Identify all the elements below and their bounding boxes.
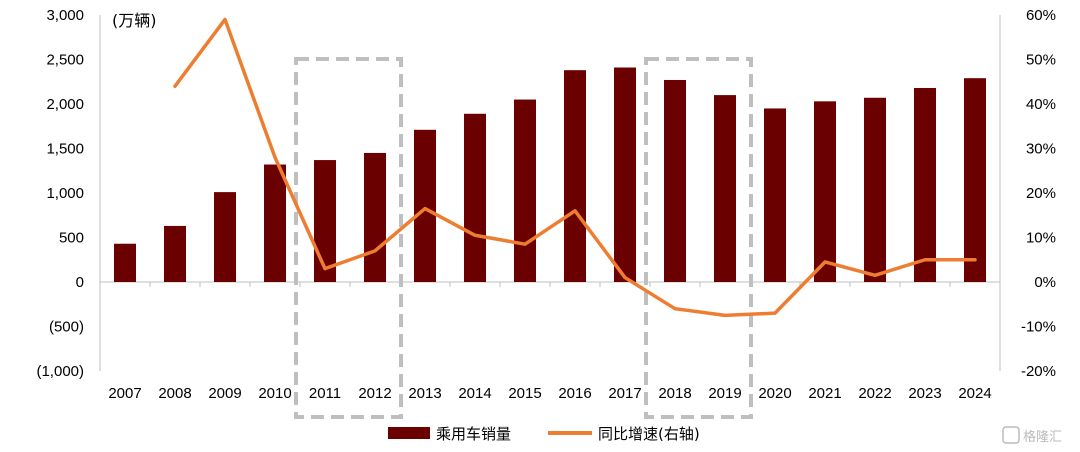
bar-2016 [564, 70, 586, 283]
growth-point-2008 [173, 84, 177, 88]
left-tick-label: 500 [59, 230, 84, 247]
right-tick-label: 40% [1026, 96, 1056, 113]
legend-line-label: 同比增速(右轴) [598, 425, 700, 443]
growth-point-2012 [373, 249, 377, 253]
right-tick-label: 0% [1034, 274, 1056, 291]
tick-labels: (1,000) (500) 0 500 1,000 1,500 2,000 2,500 3,00… [36, 7, 1056, 402]
bar-2022 [864, 97, 886, 283]
left-tick-label: 2,000 [46, 96, 84, 113]
bar-2014 [464, 113, 486, 282]
x-tick-label-2008: 2008 [158, 385, 191, 402]
legend: 乘用车销量 同比增速(右轴) [388, 425, 700, 443]
x-tick-label-2017: 2017 [608, 385, 641, 402]
bar-2023 [914, 87, 936, 282]
watermark-logo-icon [1002, 426, 1020, 444]
growth-point-2022 [873, 273, 877, 277]
growth-point-2013 [423, 207, 427, 211]
growth-point-2015 [523, 242, 527, 246]
right-tick-label: 20% [1026, 185, 1056, 202]
bar-2012 [364, 152, 386, 282]
x-tick-label-2014: 2014 [458, 385, 491, 402]
growth-point-2021 [823, 260, 827, 264]
highlight-box-1 [294, 57, 403, 419]
left-tick-label: (500) [49, 319, 84, 336]
growth-point-2019 [723, 313, 727, 317]
bar-2024 [964, 78, 986, 282]
bar-2009 [214, 192, 236, 282]
right-tick-label: 50% [1026, 52, 1056, 69]
x-tick-label-2013: 2013 [408, 385, 441, 402]
x-tick-label-2018: 2018 [658, 385, 691, 402]
bar-series [114, 67, 986, 283]
highlight-boxes [294, 57, 753, 419]
bar-2008 [164, 225, 186, 282]
bar-2010 [264, 164, 286, 282]
bar-2018 [664, 79, 686, 282]
growth-point-2024 [973, 258, 977, 262]
left-axis-unit-label: (万辆) [112, 11, 157, 30]
growth-point-2023 [923, 258, 927, 262]
legend-bar-swatch [388, 427, 430, 439]
line-series [173, 17, 977, 318]
x-tick-label-2021: 2021 [808, 385, 841, 402]
bar-2013 [414, 129, 436, 282]
x-tick-label-2022: 2022 [858, 385, 891, 402]
growth-point-2014 [473, 233, 477, 237]
x-tick-label-2020: 2020 [758, 385, 791, 402]
x-tick-label-2016: 2016 [558, 385, 591, 402]
axes [99, 15, 1001, 371]
x-tick-label-2023: 2023 [908, 385, 941, 402]
x-tick-label-2015: 2015 [508, 385, 541, 402]
right-tick-label: 10% [1026, 230, 1056, 247]
growth-point-2017 [623, 276, 627, 280]
bar-2015 [514, 99, 536, 282]
right-tick-label: -10% [1021, 319, 1056, 336]
left-tick-label: 1,500 [46, 141, 84, 158]
left-tick-label: 3,000 [46, 7, 84, 24]
watermark: 格隆汇 [1002, 426, 1062, 445]
legend-bar-label: 乘用车销量 [436, 425, 511, 443]
x-tick-label-2009: 2009 [208, 385, 241, 402]
bar-2021 [814, 101, 836, 282]
left-tick-label: 2,500 [46, 52, 84, 69]
right-tick-label: 30% [1026, 141, 1056, 158]
bar-2017 [614, 67, 636, 282]
left-tick-label: (1,000) [36, 363, 84, 380]
bar-2007 [114, 243, 136, 282]
x-tick-label-2010: 2010 [258, 385, 291, 402]
x-tick-label-2012: 2012 [358, 385, 391, 402]
x-tick-label-2007: 2007 [108, 385, 141, 402]
growth-point-2011 [323, 267, 327, 271]
growth-point-2018 [673, 307, 677, 311]
bar-2020 [764, 108, 786, 282]
x-tick-label-2024: 2024 [958, 385, 991, 402]
right-tick-label: 60% [1026, 7, 1056, 24]
bar-2011 [314, 160, 336, 282]
growth-point-2010 [273, 155, 277, 159]
right-tick-label: -20% [1021, 363, 1056, 380]
left-tick-label: 0 [76, 274, 84, 291]
highlight-box-2 [644, 57, 753, 419]
growth-point-2016 [573, 209, 577, 213]
x-tick-label-2019: 2019 [708, 385, 741, 402]
growth-point-2020 [773, 311, 777, 315]
watermark-text: 格隆汇 [1023, 429, 1062, 445]
growth-point-2009 [223, 17, 227, 21]
x-tick-label-2011: 2011 [309, 385, 341, 402]
left-tick-label: 1,000 [46, 185, 84, 202]
bar-2019 [714, 95, 736, 282]
